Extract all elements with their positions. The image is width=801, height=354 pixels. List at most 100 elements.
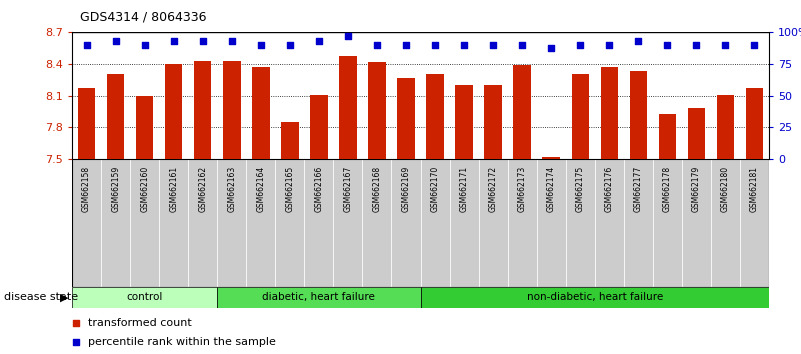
Bar xyxy=(537,159,566,287)
Point xyxy=(516,42,529,47)
Text: GSM662177: GSM662177 xyxy=(634,166,642,212)
Bar xyxy=(566,159,594,287)
Text: GSM662164: GSM662164 xyxy=(256,166,265,212)
Bar xyxy=(223,61,240,159)
Text: ▶: ▶ xyxy=(59,292,68,302)
Text: GSM662176: GSM662176 xyxy=(605,166,614,212)
Bar xyxy=(594,159,624,287)
Point xyxy=(632,38,645,44)
Point xyxy=(429,42,441,47)
Text: GSM662174: GSM662174 xyxy=(547,166,556,212)
Bar xyxy=(362,159,392,287)
Point xyxy=(487,42,500,47)
Bar xyxy=(571,74,589,159)
Text: GSM662161: GSM662161 xyxy=(169,166,178,212)
Text: percentile rank within the sample: percentile rank within the sample xyxy=(88,337,276,347)
Text: GDS4314 / 8064336: GDS4314 / 8064336 xyxy=(80,11,207,24)
Bar xyxy=(658,114,676,159)
Point xyxy=(748,42,761,47)
Bar xyxy=(78,88,95,159)
Bar xyxy=(740,159,769,287)
Bar xyxy=(333,159,362,287)
Bar xyxy=(304,159,333,287)
Bar xyxy=(421,159,449,287)
Text: GSM662168: GSM662168 xyxy=(372,166,381,212)
Bar xyxy=(194,61,211,159)
Text: GSM662163: GSM662163 xyxy=(227,166,236,212)
Bar xyxy=(717,95,734,159)
Point xyxy=(225,38,238,44)
Bar xyxy=(624,159,653,287)
Text: GSM662179: GSM662179 xyxy=(692,166,701,212)
Point xyxy=(80,42,93,47)
Bar xyxy=(746,88,763,159)
Bar xyxy=(485,85,501,159)
Text: GSM662173: GSM662173 xyxy=(517,166,526,212)
Bar xyxy=(601,67,618,159)
Text: transformed count: transformed count xyxy=(88,318,192,329)
Text: GSM662158: GSM662158 xyxy=(83,166,91,212)
Bar xyxy=(392,159,421,287)
Bar xyxy=(653,159,682,287)
Point xyxy=(545,46,557,51)
Point xyxy=(603,42,616,47)
Point xyxy=(109,38,122,44)
Bar xyxy=(72,287,217,308)
Bar xyxy=(421,287,769,308)
Bar xyxy=(188,159,217,287)
Point xyxy=(302,222,315,228)
Point xyxy=(139,42,151,47)
Bar xyxy=(478,159,508,287)
Bar xyxy=(455,85,473,159)
Bar xyxy=(159,159,188,287)
Bar xyxy=(397,78,415,159)
Text: non-diabetic, heart failure: non-diabetic, heart failure xyxy=(526,292,663,302)
Point xyxy=(719,42,732,47)
Bar xyxy=(247,159,276,287)
Text: diabetic, heart failure: diabetic, heart failure xyxy=(263,292,376,302)
Point xyxy=(302,52,315,58)
Point xyxy=(341,33,354,39)
Point xyxy=(255,42,268,47)
Bar xyxy=(426,74,444,159)
Text: GSM662170: GSM662170 xyxy=(431,166,440,212)
Bar xyxy=(508,159,537,287)
Point xyxy=(371,42,384,47)
Bar xyxy=(217,159,247,287)
Text: GSM662167: GSM662167 xyxy=(344,166,352,212)
Bar xyxy=(710,159,740,287)
Bar xyxy=(107,74,124,159)
Bar xyxy=(101,159,130,287)
Text: GSM662178: GSM662178 xyxy=(663,166,672,212)
Text: GSM662159: GSM662159 xyxy=(111,166,120,212)
Text: GSM662165: GSM662165 xyxy=(285,166,294,212)
Point xyxy=(690,42,702,47)
Text: disease state: disease state xyxy=(4,292,78,302)
Text: GSM662175: GSM662175 xyxy=(576,166,585,212)
Text: GSM662160: GSM662160 xyxy=(140,166,149,212)
Point xyxy=(457,42,470,47)
Bar xyxy=(310,95,328,159)
Point xyxy=(312,38,325,44)
Point xyxy=(196,38,209,44)
Point xyxy=(284,42,296,47)
Bar xyxy=(368,62,385,159)
Bar xyxy=(130,159,159,287)
Text: GSM662162: GSM662162 xyxy=(199,166,207,212)
Point xyxy=(400,42,413,47)
Text: GSM662172: GSM662172 xyxy=(489,166,497,212)
Bar xyxy=(449,159,478,287)
Bar xyxy=(276,159,304,287)
Bar xyxy=(165,64,183,159)
Bar xyxy=(542,157,560,159)
Point xyxy=(661,42,674,47)
Text: GSM662181: GSM662181 xyxy=(750,166,759,212)
Bar xyxy=(281,122,299,159)
Bar xyxy=(513,65,531,159)
Text: control: control xyxy=(127,292,163,302)
Bar xyxy=(72,159,101,287)
Bar xyxy=(630,71,647,159)
Text: GSM662180: GSM662180 xyxy=(721,166,730,212)
Point xyxy=(167,38,180,44)
Text: GSM662166: GSM662166 xyxy=(315,166,324,212)
